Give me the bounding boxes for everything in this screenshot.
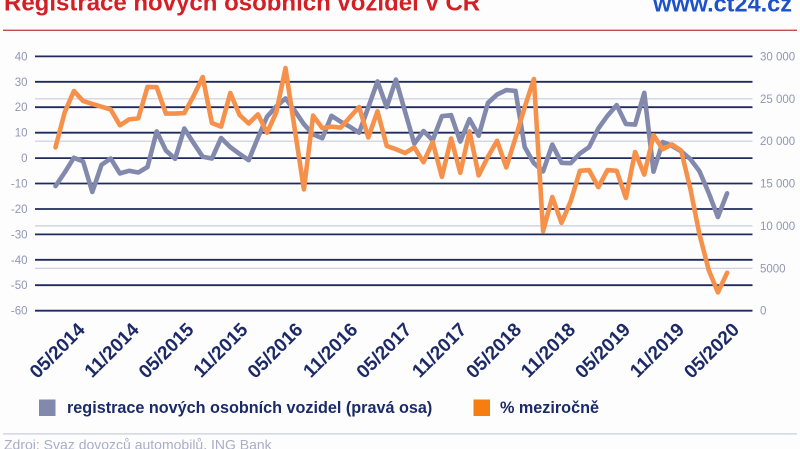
svg-text:05/2017: 05/2017 [353, 319, 416, 382]
svg-text:Zdroj: Svaz dovozců automobilů: Zdroj: Svaz dovozců automobilů, ING Bank [4, 437, 273, 449]
svg-text:05/2014: 05/2014 [26, 319, 90, 383]
svg-text:Registrace nových osobních voz: Registrace nových osobních vozidel v ČR [4, 0, 480, 17]
svg-text:-10: -10 [11, 179, 28, 191]
svg-text:0: 0 [21, 153, 27, 165]
svg-text:-50: -50 [11, 280, 28, 292]
svg-text:www.ct24.cz: www.ct24.cz [652, 0, 792, 17]
svg-text:-40: -40 [11, 255, 28, 267]
svg-text:11/2018: 11/2018 [517, 319, 580, 382]
svg-text:30 000: 30 000 [760, 51, 795, 63]
svg-text:40: 40 [15, 51, 28, 63]
svg-text:20: 20 [15, 102, 28, 114]
svg-text:20 000: 20 000 [760, 136, 795, 148]
svg-text:15 000: 15 000 [760, 179, 795, 191]
svg-text:-20: -20 [11, 204, 28, 216]
svg-text:-30: -30 [11, 229, 28, 241]
svg-text:registrace nových osobních voz: registrace nových osobních vozidel (prav… [67, 399, 432, 417]
svg-text:10: 10 [15, 128, 28, 140]
svg-text:05/2016: 05/2016 [244, 319, 307, 382]
svg-text:25 000: 25 000 [760, 94, 795, 106]
svg-text:11/2014: 11/2014 [81, 319, 144, 382]
svg-text:10 000: 10 000 [760, 221, 795, 233]
svg-text:11/2016: 11/2016 [300, 319, 363, 382]
svg-text:05/2015: 05/2015 [135, 319, 199, 383]
svg-text:30: 30 [15, 77, 28, 89]
svg-text:0: 0 [760, 306, 766, 318]
svg-text:11/2015: 11/2015 [190, 319, 253, 382]
svg-text:11/2019: 11/2019 [626, 319, 689, 382]
svg-text:% meziročně: % meziročně [500, 399, 599, 417]
svg-text:05/2019: 05/2019 [572, 319, 635, 382]
svg-text:11/2017: 11/2017 [408, 319, 471, 382]
svg-text:-60: -60 [11, 306, 28, 318]
svg-text:5000: 5000 [760, 263, 786, 275]
svg-text:05/2020: 05/2020 [680, 319, 743, 382]
svg-text:05/2018: 05/2018 [463, 319, 526, 382]
